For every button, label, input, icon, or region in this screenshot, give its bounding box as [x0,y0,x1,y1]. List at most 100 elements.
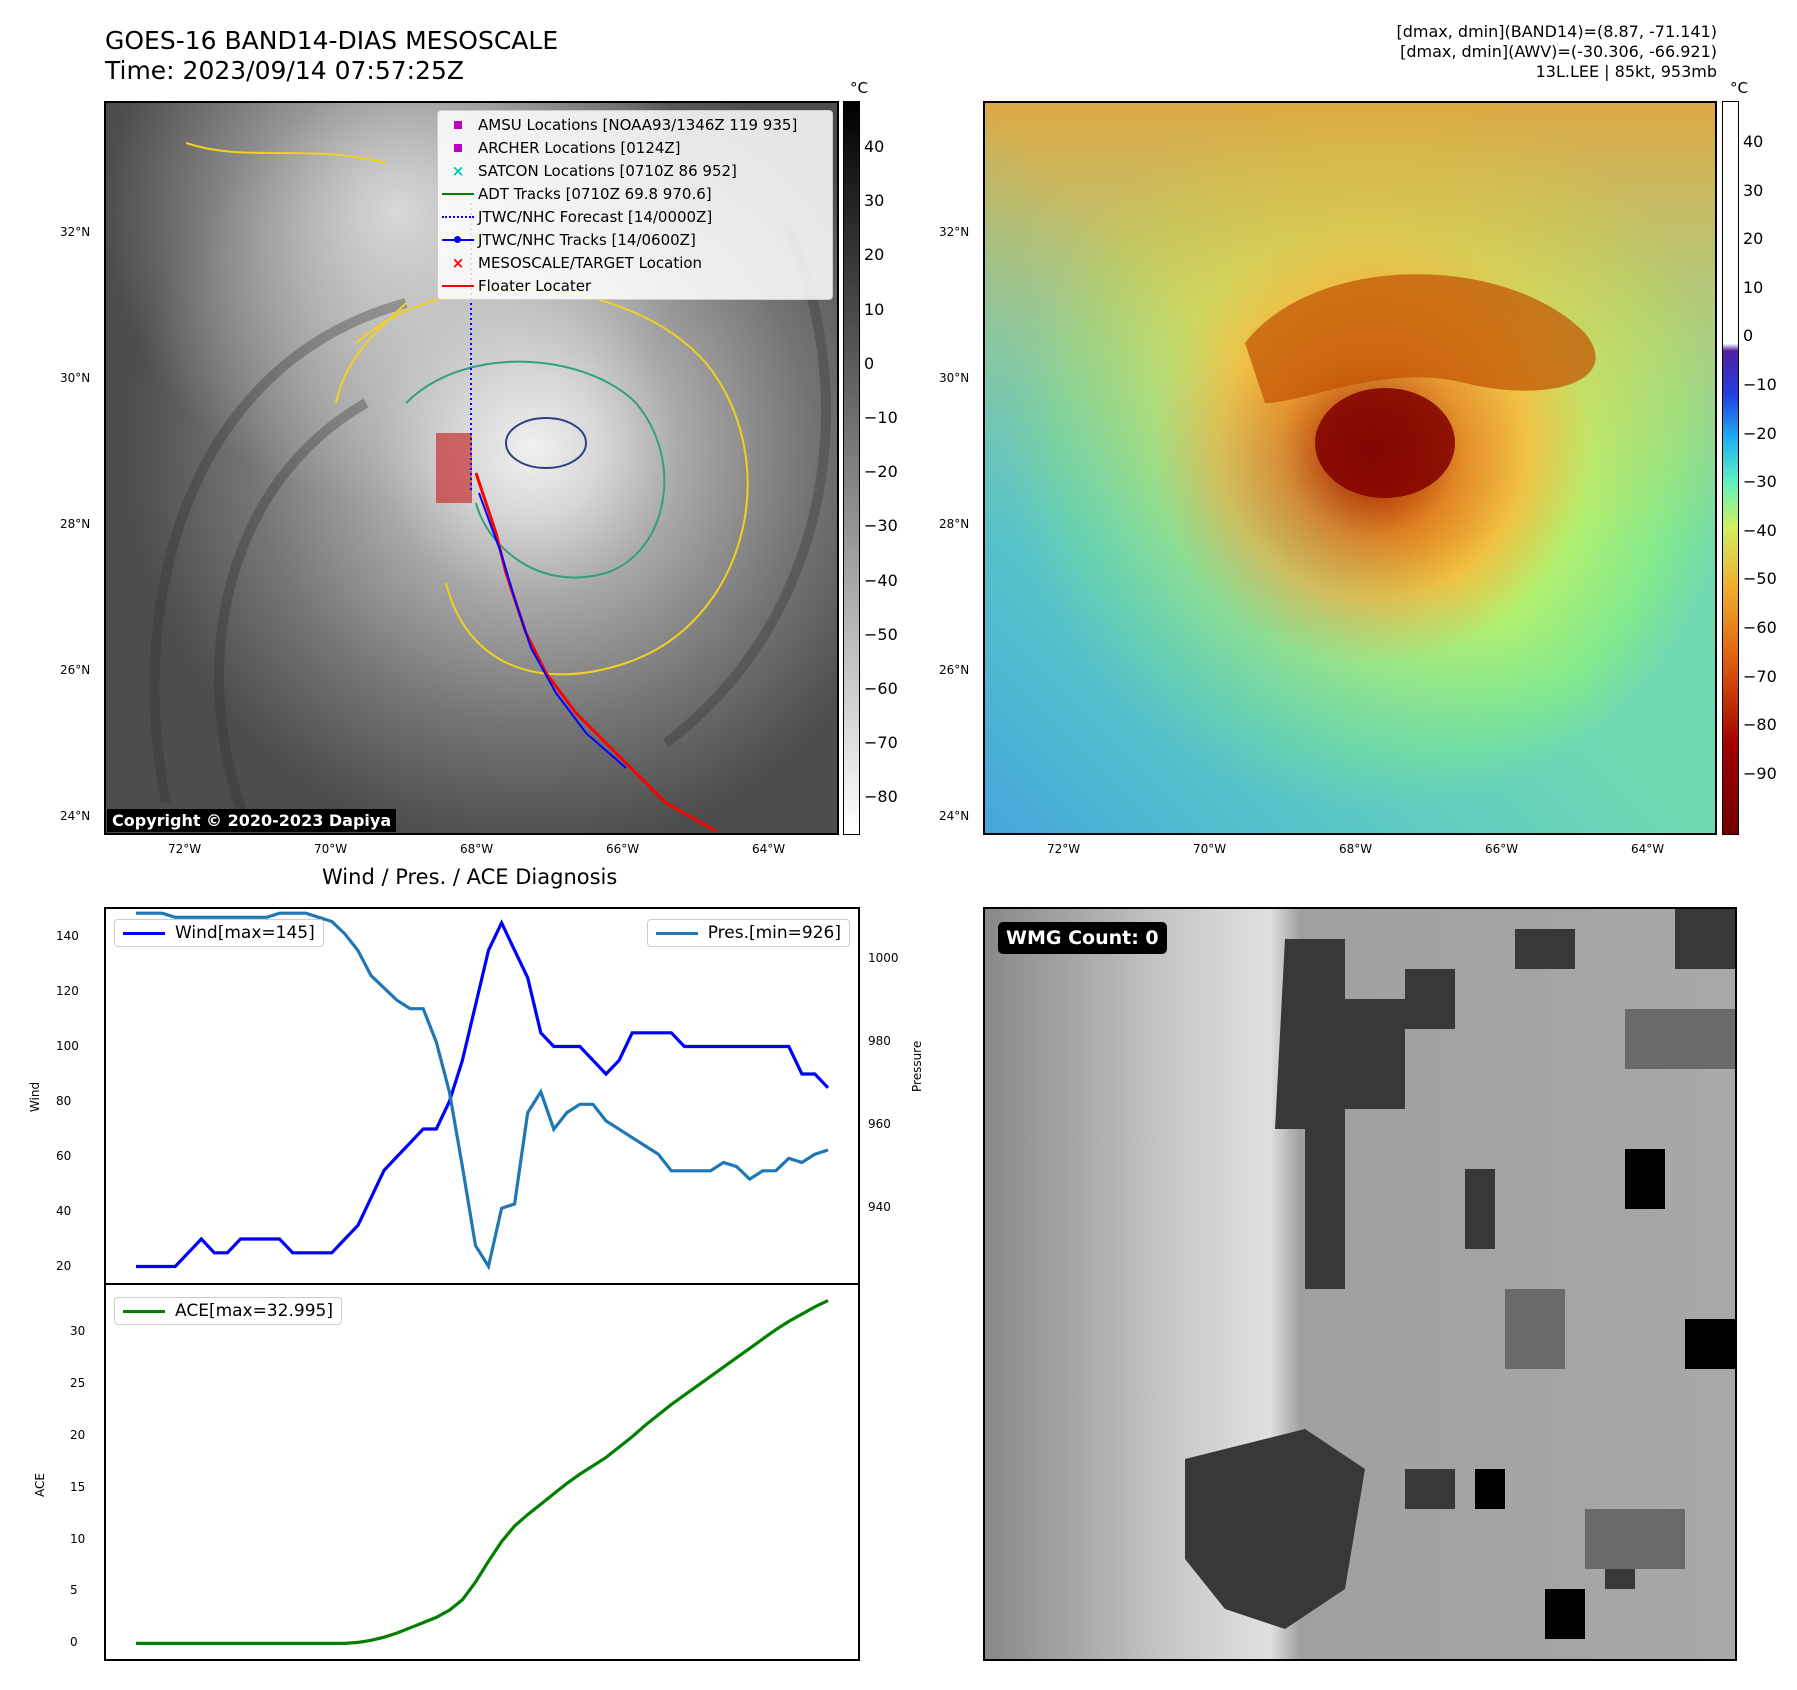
wind-legend-label: Wind[max=145] [175,923,315,943]
info-line-2: [dmax, dmin](AWV)=(-30.306, -66.921) [1400,42,1717,61]
legend-label: ARCHER Locations [0124Z] [478,138,681,157]
tick-label: −40 [864,570,898,590]
info-line-3: 13L.LEE | 85kt, 953mb [1535,62,1717,81]
tick-label: −50 [1743,569,1777,589]
legend-item: JTWC/NHC Forecast [14/0000Z] [438,205,832,228]
wmg-count-badge: WMG Count: 0 [998,922,1167,954]
tick-label: 66°W [606,842,640,856]
tick-label: 40 [864,137,885,156]
tick-label: 32°N [939,225,970,239]
tick-label: 15 [70,1479,86,1494]
tick-label: 68°W [460,842,494,856]
pressure-legend-label: Pres.[min=926] [707,923,841,943]
tick-label: −80 [864,787,898,807]
tick-label: 30°N [60,371,91,385]
tick-label: 80 [56,1093,72,1108]
legend-label: AMSU Locations [NOAA93/1346Z 119 935] [478,115,798,134]
copyright-label: Copyright © 2020-2023 Dapiya [107,809,397,832]
tick-label: 5 [70,1583,78,1598]
wind-pressure-plot [136,911,830,1271]
tick-label: −60 [864,679,898,698]
tick-label: −30 [1743,472,1777,492]
tick-label: −60 [1743,618,1777,637]
ace-axis-label: ACE [32,1473,47,1497]
legend-x-icon: × [451,253,465,272]
legend-item: × SATCON Locations [0710Z 86 952] [438,159,832,182]
tick-label: 25 [70,1375,86,1390]
tick-label: 68°W [1339,842,1373,856]
title-line-2: Time: 2023/09/14 07:57:25Z [105,56,464,85]
legend-item: ADT Tracks [0710Z 69.8 970.6] [438,182,832,205]
tick-label: 32°N [60,225,91,239]
legend-item: ARCHER Locations [0124Z] [438,136,832,159]
info-line-1: [dmax, dmin](BAND14)=(8.87, -71.141) [1396,22,1718,41]
series-line-0 [136,919,830,1269]
awv-color-image [985,103,1715,833]
tick-label: 24°N [939,809,970,823]
tick-label: 66°W [1485,842,1519,856]
tick-label: 28°N [939,517,970,531]
tick-label: −70 [1743,666,1777,686]
legend-label: Floater Locater [478,276,592,295]
tick-label: 140 [56,928,79,943]
ir-legend: AMSU Locations [NOAA93/1346Z 119 935] AR… [437,110,833,300]
tick-label: 72°W [168,842,202,856]
tick-label: 120 [56,983,79,998]
tick-label: −20 [864,462,898,482]
pressure-legend-line-icon [655,931,698,935]
pressure-axis-label: Pressure [910,1040,924,1092]
wind-legend-line-icon [123,931,165,935]
legend-label: JTWC/NHC Tracks [14/0600Z] [478,230,696,249]
wmg-panel: WMG Count: 0 [983,907,1737,1661]
tick-label: −40 [1743,520,1777,540]
ace-legend-line-icon [123,1309,165,1313]
series-line-1 [136,911,829,1271]
tick-label: −10 [864,408,898,427]
tick-label: 20 [1743,229,1764,249]
legend-item: AMSU Locations [NOAA93/1346Z 119 935] [438,113,832,136]
tick-label: 60 [56,1148,72,1163]
ir-colorbar-unit: °C [850,79,868,97]
tick-label: 28°N [60,517,91,531]
tick-label: 0 [70,1635,78,1650]
tick-label: 72°W [1047,842,1081,856]
tick-label: 10 [864,299,885,319]
tick-label: 980 [868,1033,891,1048]
tick-label: 24°N [60,809,91,823]
tick-label: 64°W [752,842,786,856]
pressure-legend: Pres.[min=926] [646,919,850,947]
tick-label: −50 [864,624,898,644]
legend-line-dot-icon [438,235,478,243]
awv-color-panel [983,101,1717,835]
figure-title: GOES-16 BAND14-DIAS MESOSCALE Time: 2023… [105,26,558,86]
wind-legend: Wind[max=145] [114,919,324,947]
ir-satellite-panel: AMSU Locations [NOAA93/1346Z 119 935] AR… [104,101,839,835]
tick-label: 20 [56,1258,72,1273]
tick-label: 0 [1743,326,1754,346]
tick-label: −30 [864,516,898,536]
legend-label: JTWC/NHC Forecast [14/0000Z] [478,207,713,226]
tick-label: 40 [56,1203,72,1218]
legend-label: MESOSCALE/TARGET Location [478,253,703,272]
tick-label: 10 [70,1531,86,1546]
legend-item: JTWC/NHC Tracks [14/0600Z] [438,228,832,251]
tick-label: 30°N [939,371,970,385]
legend-square-icon [438,120,478,129]
tick-label: 940 [868,1200,891,1215]
legend-square-icon [438,143,478,152]
tick-label: 0 [864,353,875,373]
awv-colorbar-unit: °C [1730,79,1748,97]
wind-pressure-chart: Wind[max=145] Pres.[min=926] [104,907,860,1285]
tick-label: 30 [1743,180,1764,200]
legend-line-icon [438,284,478,287]
tick-label: 64°W [1631,842,1665,856]
tick-label: 1000 [868,950,899,965]
legend-label: SATCON Locations [0710Z 86 952] [478,161,737,180]
legend-item: × MESOSCALE/TARGET Location [438,251,832,274]
wind-axis-label: Wind [28,1081,43,1113]
tick-label: 10 [1743,277,1764,297]
legend-x-icon: × [451,161,465,180]
tick-label: 30 [70,1323,86,1338]
ir-colorbar [843,101,860,835]
ace-plot [136,1299,829,1645]
